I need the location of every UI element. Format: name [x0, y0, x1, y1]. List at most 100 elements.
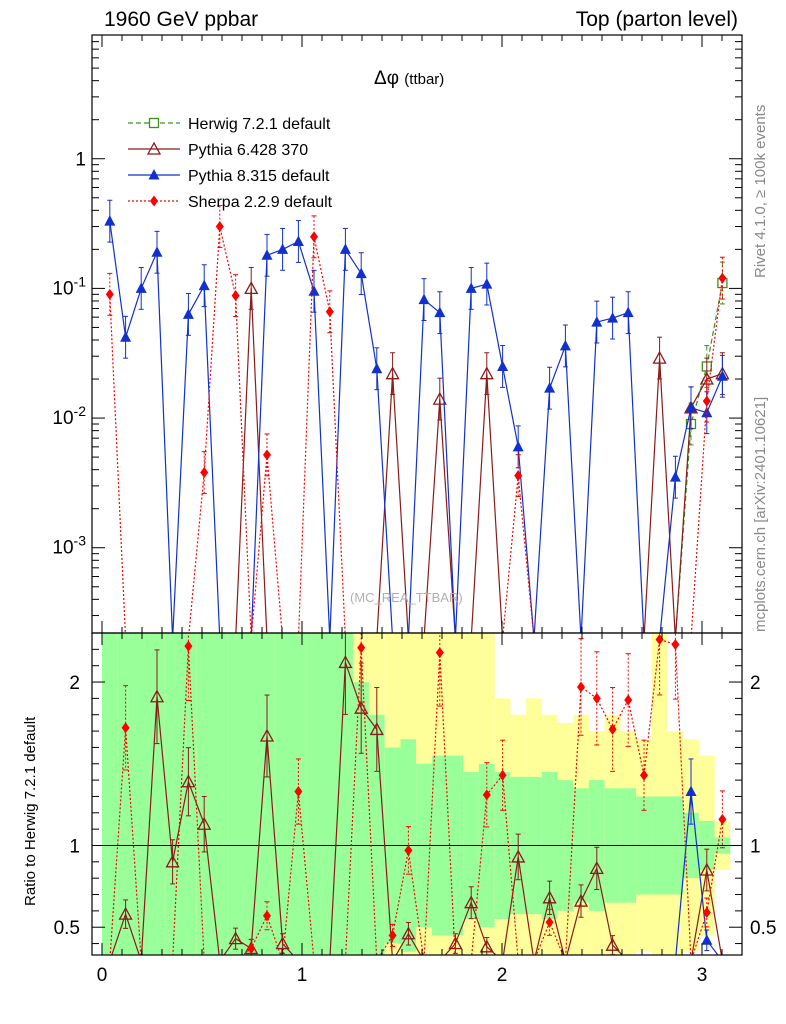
- sherpa-marker: [624, 694, 633, 706]
- sherpa-marker: [121, 722, 130, 734]
- pythia8-marker: [148, 169, 160, 180]
- pythia6-marker: [338, 655, 353, 669]
- uncertainty-band-inner: [337, 633, 354, 955]
- pythia6-marker: [699, 371, 714, 385]
- ratio-y-tick-label: 2: [69, 673, 80, 694]
- uncertainty-band-inner: [196, 633, 213, 955]
- pythia6-marker: [197, 816, 212, 830]
- pythia6-marker: [354, 700, 369, 714]
- ratio-y-tick-label: 1: [69, 836, 80, 857]
- pythia6-marker: [118, 906, 133, 920]
- pythia6-marker: [146, 141, 162, 155]
- pythia8-marker: [465, 282, 477, 293]
- pythia8-marker: [339, 243, 351, 254]
- pythia6-marker: [479, 939, 494, 953]
- uncertainty-band-inner: [211, 633, 228, 955]
- pythia8-marker: [685, 401, 697, 413]
- pythia8-marker: [371, 362, 383, 374]
- legend-label-herwig: Herwig 7.2.1 default: [188, 116, 331, 133]
- plot-axes: 0 1 2 310-310-210-110.5 0.51 12 2: [52, 34, 776, 986]
- sherpa-marker: [247, 942, 256, 954]
- pythia8-marker: [701, 934, 713, 945]
- uncertainty-band-inner: [243, 633, 260, 955]
- pythia8-marker: [418, 293, 430, 305]
- sherpa-marker: [263, 449, 271, 461]
- pythia6-marker: [369, 722, 384, 736]
- sherpa-marker: [702, 395, 711, 407]
- ratio-panel-frame: [91, 632, 743, 956]
- pythia6-marker: [511, 849, 526, 863]
- pythia6-marker: [385, 366, 400, 380]
- mcplots-reference-label: mcplots.cern.ch [arXiv:2401.10621]: [752, 396, 769, 632]
- x-tick-label: 1: [297, 965, 308, 986]
- uncertainty-band-inner: [101, 633, 118, 955]
- uncertainty-band-inner: [259, 633, 275, 955]
- pythia6-marker: [448, 936, 463, 950]
- main-panel-series: [104, 199, 730, 633]
- legend-label-sherpa: Sherpa 2.2.9 default: [188, 194, 333, 211]
- sherpa-marker: [263, 910, 271, 922]
- sherpa-marker: [404, 844, 413, 856]
- tick-exponent: -3: [74, 533, 87, 549]
- sherpa-marker: [640, 769, 648, 781]
- tick-exponent: -1: [74, 273, 87, 289]
- ratio-panel-series: [109, 633, 727, 955]
- pythia8-marker: [355, 267, 367, 279]
- sherpa-marker: [105, 288, 114, 300]
- pythia6-marker: [542, 890, 557, 904]
- pythia6-marker: [275, 936, 290, 950]
- pythia6-marker: [244, 281, 259, 295]
- main-y-tick-label: 10-1: [52, 273, 86, 299]
- legend-label-pythia8: Pythia 8.315 default: [188, 168, 330, 185]
- pythia6-marker: [605, 937, 620, 951]
- tick-base: 10: [52, 538, 73, 559]
- pythia8-marker: [182, 308, 194, 319]
- main-y-tick-label: 1: [75, 150, 86, 171]
- tick-base: 10: [52, 408, 73, 429]
- pythia8-marker: [591, 316, 603, 327]
- uncertainty-band-inner: [306, 633, 322, 955]
- pythia8-marker: [685, 785, 697, 797]
- sherpa-marker: [671, 638, 680, 650]
- sherpa-marker: [150, 195, 158, 207]
- pythia8-ratio-series: [675, 758, 719, 955]
- uncertainty-band-inner: [321, 633, 338, 955]
- pythia8-marker: [716, 370, 728, 381]
- pythia8-marker: [120, 331, 132, 342]
- x-tick-label: 0: [97, 965, 108, 986]
- pythia8-marker: [135, 282, 147, 293]
- sherpa-marker: [294, 786, 303, 798]
- pythia6-marker: [401, 926, 416, 940]
- pythia8-marker: [559, 339, 571, 351]
- sherpa-marker: [514, 470, 523, 482]
- analysis-watermark: (MC_REA_TTBAR): [350, 590, 463, 605]
- tick-base: 10: [52, 278, 73, 299]
- pythia6-main-series: [235, 266, 730, 633]
- pythia8-marker: [701, 406, 713, 418]
- sherpa-ratio-line: [109, 638, 723, 955]
- pythia6-marker: [652, 350, 667, 364]
- pythia8-marker: [669, 471, 681, 482]
- sherpa-marker: [545, 916, 554, 928]
- sherpa-marker: [702, 907, 711, 919]
- uncertainty-band-inner: [133, 633, 150, 955]
- chart-title-sub: (ttbar): [404, 71, 445, 88]
- main-y-tick-label: 10-2: [52, 403, 86, 429]
- sherpa-marker: [718, 272, 727, 284]
- sherpa-marker: [184, 640, 193, 652]
- pythia8-main-line: [109, 221, 723, 633]
- sherpa-marker: [357, 642, 366, 654]
- tick-exponent: -2: [74, 403, 87, 419]
- uncertainty-band-inner: [353, 682, 370, 955]
- pythia6-marker: [589, 861, 604, 875]
- pythia8-marker: [512, 440, 524, 452]
- pythia8-marker: [104, 215, 116, 226]
- sherpa-marker: [608, 723, 617, 735]
- pythia8-marker: [497, 360, 509, 371]
- sherpa-main-series: [105, 205, 727, 633]
- pythia8-marker: [544, 382, 556, 393]
- pythia6-marker: [573, 893, 589, 907]
- rivet-version-label: Rivet 4.1.0, ≥ 100k events: [752, 104, 769, 278]
- uncertainty-band-inner: [227, 633, 244, 955]
